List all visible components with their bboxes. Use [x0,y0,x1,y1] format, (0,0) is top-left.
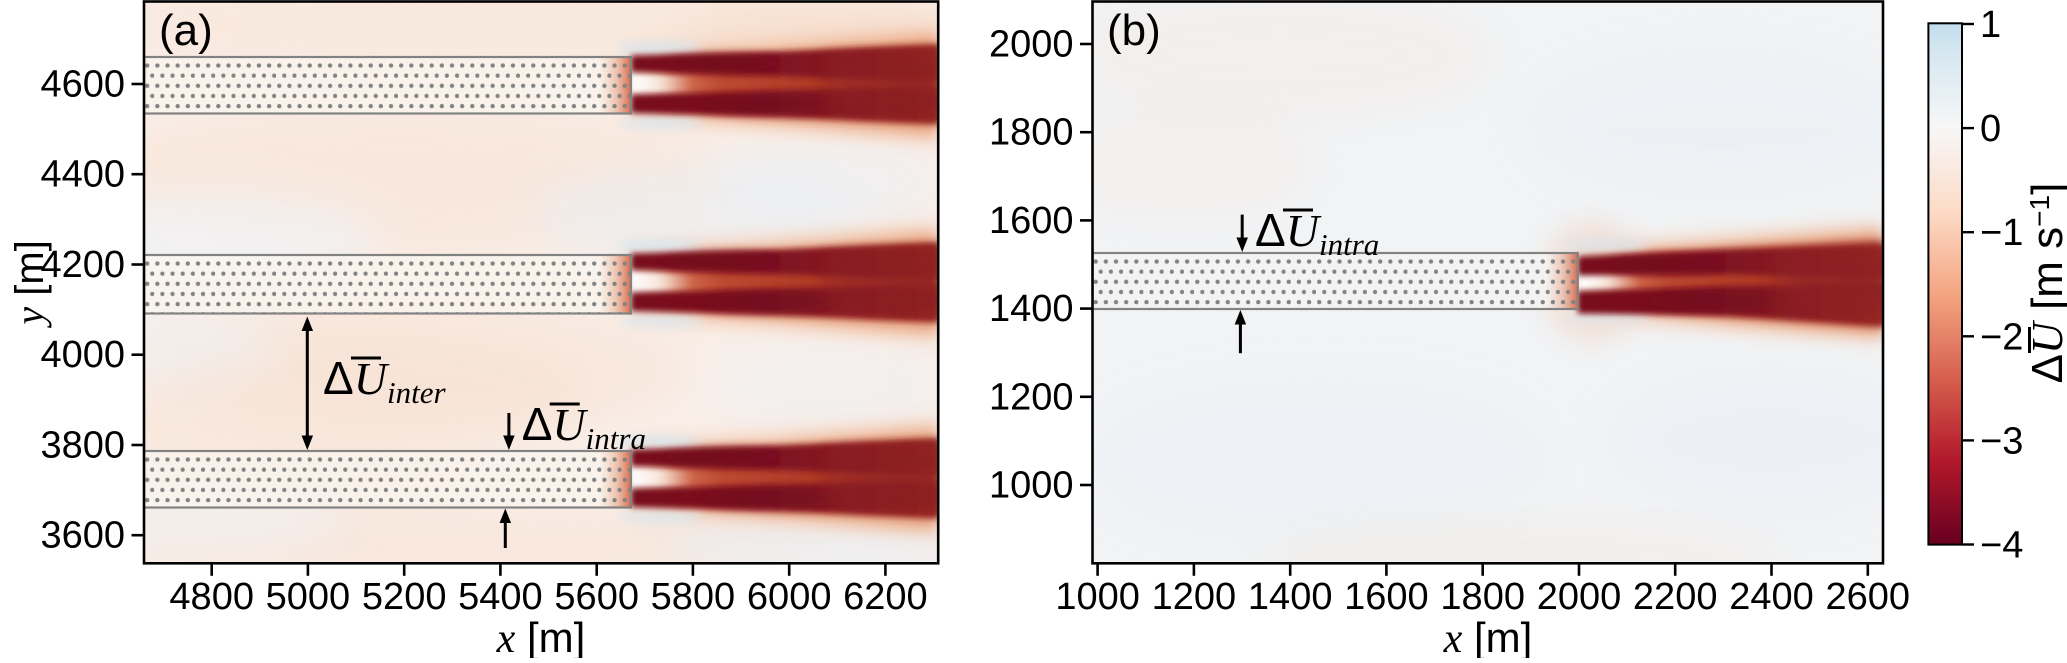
svg-text:1400: 1400 [989,288,1074,330]
svg-text:4800: 4800 [169,576,254,618]
svg-text:2600: 2600 [1826,576,1911,618]
svg-text:1800: 1800 [989,112,1074,154]
svg-text:ΔUintra: ΔUintra [1255,204,1379,262]
svg-text:1800: 1800 [1440,576,1525,618]
svg-text:5000: 5000 [266,576,351,618]
svg-text:5400: 5400 [458,576,543,618]
svg-text:1600: 1600 [1344,576,1429,618]
svg-text:1000: 1000 [1055,576,1140,618]
svg-text:6200: 6200 [843,576,928,618]
svg-text:5600: 5600 [554,576,639,618]
svg-text:2000: 2000 [1537,576,1622,618]
svg-text:5200: 5200 [362,576,447,618]
svg-text:0: 0 [1980,108,2001,150]
svg-text:4200: 4200 [40,244,125,286]
svg-text:5800: 5800 [651,576,736,618]
svg-text:−4: −4 [1980,525,2023,567]
svg-text:−1: −1 [1980,212,2023,254]
svg-text:4600: 4600 [40,64,125,106]
svg-text:x [m]: x [m] [1443,614,1533,658]
svg-text:1: 1 [1980,4,2001,46]
svg-text:x [m]: x [m] [496,614,586,658]
svg-text:3800: 3800 [40,425,125,467]
svg-text:1400: 1400 [1248,576,1333,618]
svg-text:4000: 4000 [40,334,125,376]
svg-text:4400: 4400 [40,154,125,196]
svg-text:6000: 6000 [747,576,832,618]
svg-text:1600: 1600 [989,200,1074,242]
svg-text:ΔU [m s−1]: ΔU [m s−1] [2023,183,2067,384]
svg-text:3600: 3600 [40,515,125,557]
svg-text:y [m]: y [m] [7,240,52,328]
svg-text:1000: 1000 [989,465,1074,507]
svg-text:−3: −3 [1980,420,2023,462]
svg-text:2200: 2200 [1633,576,1718,618]
svg-text:1200: 1200 [989,376,1074,418]
svg-text:ΔUinter: ΔUinter [323,352,446,410]
svg-text:2400: 2400 [1729,576,1814,618]
svg-text:2000: 2000 [989,24,1074,66]
svg-text:−2: −2 [1980,316,2023,358]
svg-text:1200: 1200 [1152,576,1237,618]
svg-text:(a): (a) [159,6,213,55]
svg-text:(b): (b) [1107,6,1161,55]
